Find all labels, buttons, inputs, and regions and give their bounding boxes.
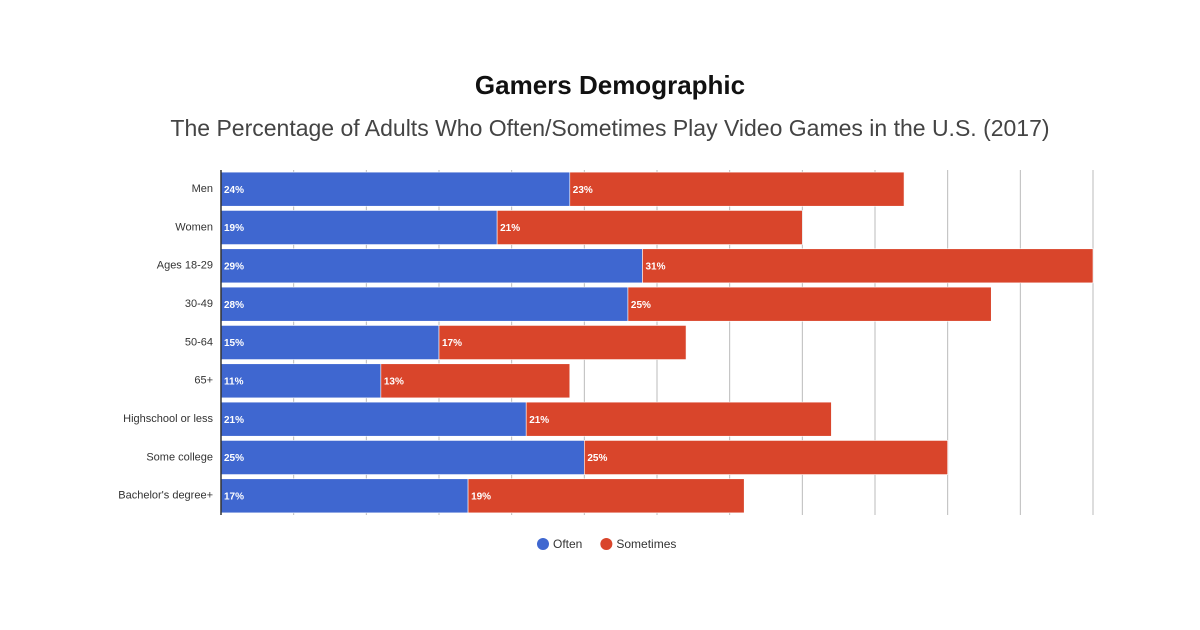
bar-segment: [467, 478, 745, 514]
data-label: 11%: [224, 376, 244, 387]
legend-marker: [600, 538, 613, 550]
bar-segment: [220, 210, 498, 245]
bar-segment: [642, 248, 1094, 284]
y-tick-label: Bachelor's degree+: [118, 490, 213, 502]
bar-segment: [220, 363, 382, 399]
chart-title: Gamers Demographic: [475, 70, 745, 100]
data-label: 29%: [224, 261, 244, 272]
y-tick-label: Men: [192, 183, 213, 195]
legend-label: Sometimes: [616, 537, 676, 551]
data-label: 15%: [224, 338, 244, 349]
y-tick-label: Highschool or less: [123, 413, 213, 425]
data-label: 13%: [384, 376, 404, 387]
data-label: 23%: [573, 185, 593, 196]
y-tick-label: 50-64: [185, 336, 213, 348]
bar-segment: [584, 440, 948, 475]
bar-segment: [380, 363, 571, 399]
bar-segment: [627, 286, 992, 322]
bar-segment: [569, 171, 905, 207]
data-label: 25%: [224, 453, 244, 464]
bar-segment: [496, 210, 803, 245]
data-label: 19%: [471, 491, 491, 502]
data-label: 21%: [529, 415, 549, 426]
bar-segment: [220, 440, 585, 475]
y-tick-label: Some college: [146, 451, 213, 463]
bar-segment: [220, 478, 469, 514]
bar-segment: [220, 286, 629, 322]
data-label: 24%: [224, 185, 244, 196]
bar-segment: [525, 401, 832, 437]
data-label: 19%: [224, 223, 244, 234]
bar-segment: [220, 171, 571, 207]
legend-marker: [537, 538, 549, 550]
data-label: 31%: [645, 261, 665, 272]
bar-segment: [438, 325, 687, 360]
y-tick-label: Ages 18-29: [157, 260, 213, 272]
y-tick-label: 65+: [194, 375, 213, 387]
bar-segment: [220, 401, 527, 437]
y-tick-label: 30-49: [185, 298, 213, 310]
bar-segment: [220, 248, 643, 284]
data-label: 25%: [631, 300, 651, 311]
chart-subtitle: The Percentage of Adults Who Often/Somet…: [170, 115, 1049, 141]
bar-segment: [220, 325, 440, 360]
data-label: 17%: [442, 338, 462, 349]
data-label: 28%: [224, 300, 244, 311]
data-label: 25%: [587, 453, 607, 464]
data-label: 21%: [500, 223, 520, 234]
y-tick-label: Women: [175, 221, 213, 233]
data-label: 17%: [224, 491, 244, 502]
data-label: 21%: [224, 415, 244, 426]
legend-label: Often: [553, 537, 582, 551]
